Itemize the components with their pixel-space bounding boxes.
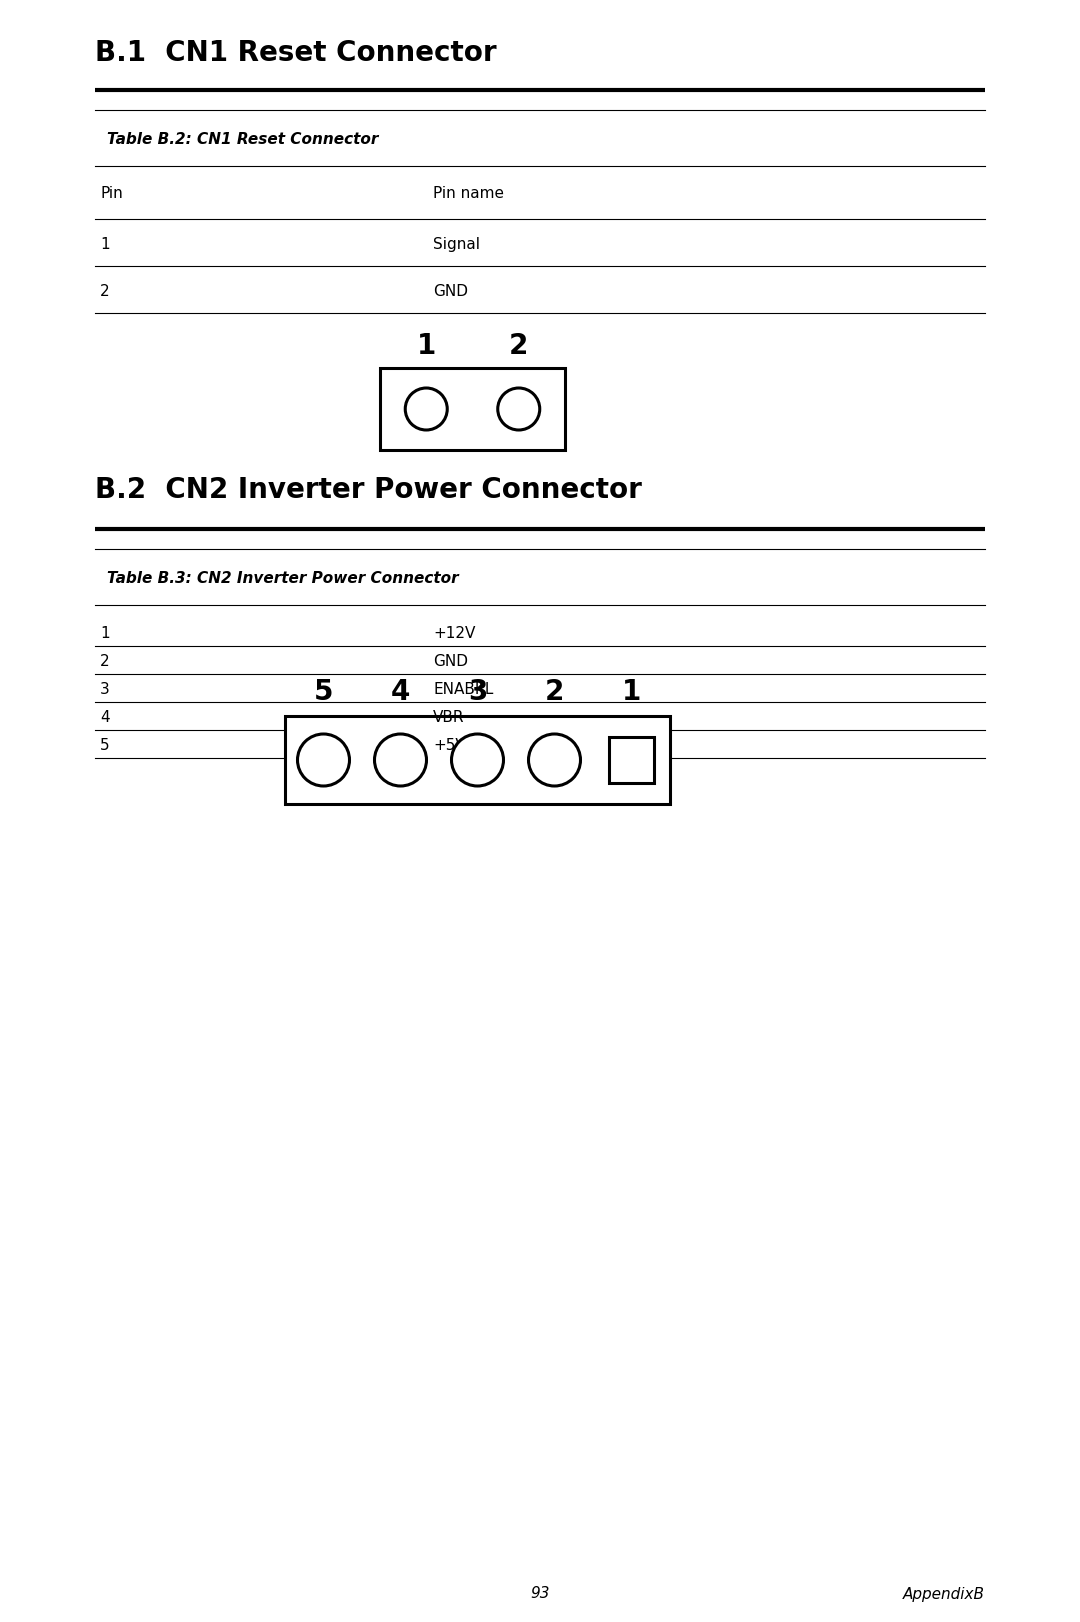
Circle shape <box>375 735 427 787</box>
Text: GND: GND <box>433 654 469 670</box>
Circle shape <box>297 735 350 787</box>
Text: AppendixB: AppendixB <box>903 1586 985 1601</box>
Bar <box>609 738 654 783</box>
Text: 93: 93 <box>530 1586 550 1601</box>
Text: B.2  CN2 Inverter Power Connector: B.2 CN2 Inverter Power Connector <box>95 475 642 504</box>
Text: Pin name: Pin name <box>433 187 504 201</box>
Text: 5: 5 <box>314 678 334 706</box>
Text: Signal: Signal <box>433 237 481 253</box>
Text: Table B.2: CN1 Reset Connector: Table B.2: CN1 Reset Connector <box>107 133 378 148</box>
Text: 4: 4 <box>100 710 110 725</box>
Text: 1: 1 <box>100 237 110 253</box>
Circle shape <box>498 388 540 430</box>
Text: +5V: +5V <box>433 738 465 753</box>
Bar <box>285 715 670 805</box>
Text: 3: 3 <box>468 678 487 706</box>
Text: B.1  CN1 Reset Connector: B.1 CN1 Reset Connector <box>95 39 497 67</box>
Text: 2: 2 <box>544 678 564 706</box>
Circle shape <box>451 735 503 787</box>
Text: 1: 1 <box>100 626 110 641</box>
Text: 2: 2 <box>509 333 528 360</box>
Circle shape <box>528 735 581 787</box>
Text: 3: 3 <box>100 683 110 697</box>
Text: 1: 1 <box>622 678 642 706</box>
Text: 5: 5 <box>100 738 110 753</box>
Text: ENABKL: ENABKL <box>433 683 494 697</box>
Text: 2: 2 <box>100 654 110 670</box>
Circle shape <box>405 388 447 430</box>
Text: 1: 1 <box>417 333 436 360</box>
Text: 4: 4 <box>391 678 410 706</box>
Text: GND: GND <box>433 284 469 300</box>
Text: Pin: Pin <box>100 187 123 201</box>
Text: 2: 2 <box>100 284 110 300</box>
Text: Table B.3: CN2 Inverter Power Connector: Table B.3: CN2 Inverter Power Connector <box>107 571 459 587</box>
Text: +12V: +12V <box>433 626 475 641</box>
Bar <box>380 368 565 449</box>
Text: VBR: VBR <box>433 710 464 725</box>
